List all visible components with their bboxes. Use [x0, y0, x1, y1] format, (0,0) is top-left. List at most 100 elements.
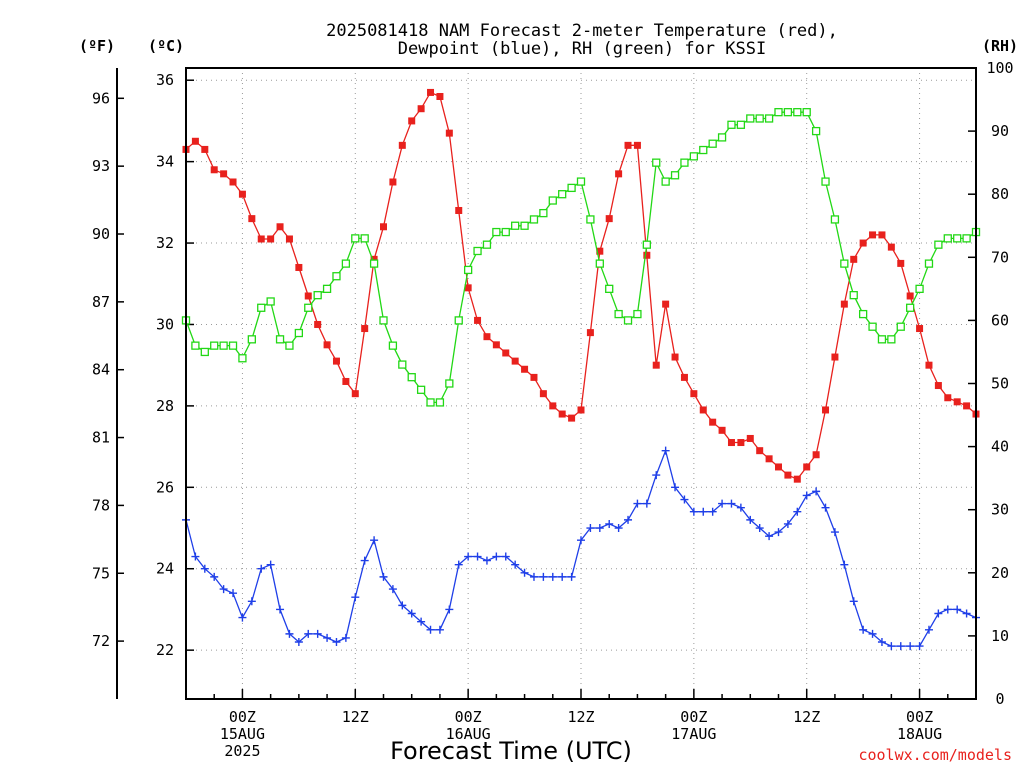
dewpoint-point [614, 524, 623, 533]
time-tick-label: 12Z [342, 708, 369, 726]
rh-point [746, 114, 755, 123]
dewpoint-point [652, 471, 661, 480]
dewpoint-point [370, 536, 379, 545]
x-axis-label: Forecast Time (UTC) [390, 737, 632, 765]
rh-point [586, 215, 595, 224]
fahrenheit-tick-label: 78 [92, 496, 110, 514]
dewpoint-point [896, 642, 905, 651]
rh-point [501, 227, 510, 237]
dewpoint-point [529, 572, 538, 581]
celsius-unit-label: (ºC) [148, 37, 184, 55]
rh-point [294, 328, 304, 338]
rh-point [369, 259, 379, 268]
dewpoint-point [332, 638, 341, 647]
rh-point [313, 291, 322, 300]
time-tick-label: 00Z [455, 708, 482, 726]
temperature-point [361, 325, 369, 333]
temperature-point [539, 390, 547, 398]
rh-tick-label: 20 [991, 564, 1009, 582]
dewpoint-point [906, 642, 915, 651]
time-tick-label: 00Z [906, 708, 933, 726]
dewpoint-point [379, 572, 388, 581]
dewpoint-point [567, 572, 576, 581]
rh-point [868, 322, 877, 331]
rh-tick-label: 90 [991, 122, 1009, 140]
rh-point [689, 152, 699, 161]
rh-point [388, 341, 398, 350]
temperature-point [709, 418, 717, 426]
rh-point [426, 398, 435, 407]
temperature-point [624, 141, 632, 149]
celsius-axis: 22 24 26 28 30 32 34 36 [156, 71, 194, 659]
temperature-point [812, 451, 820, 459]
temperature-point [436, 92, 444, 100]
temperature-point [756, 447, 764, 455]
temperature-point [859, 239, 867, 247]
temperature-point [878, 231, 886, 239]
temperature-point [492, 341, 500, 349]
temperature-point [323, 341, 331, 349]
rh-point [558, 190, 567, 199]
rh-point [708, 139, 717, 148]
dewpoint-point [473, 552, 482, 561]
temperature-point [822, 406, 830, 414]
chart-title-line-1: 2025081418 NAM Forecast 2-meter Temperat… [326, 21, 838, 41]
rh-tick-label: 70 [991, 248, 1009, 266]
temperature-point [483, 333, 491, 341]
dewpoint-point [943, 605, 952, 614]
dewpoint-point [765, 532, 774, 541]
rh-point [830, 215, 840, 224]
rh-point [341, 259, 351, 268]
rh-point [906, 303, 915, 312]
rh-point [699, 145, 708, 155]
rh-point [793, 108, 802, 117]
fahrenheit-tick-label: 87 [92, 293, 110, 311]
dewpoint-point [868, 629, 877, 638]
temperature-point [784, 471, 792, 479]
dewpoint-point [821, 503, 830, 512]
dewpoint-point [398, 601, 407, 610]
rh-point [567, 183, 576, 193]
temperature-point [511, 357, 519, 365]
rh-axis: 0 10 20 30 40 50 60 70 80 90 100 [968, 59, 1014, 708]
rh-point [774, 108, 783, 117]
rh-point [416, 385, 426, 394]
temperature-point [765, 455, 773, 463]
dewpoint-point [915, 642, 924, 651]
rh-point [539, 208, 548, 218]
rh-point [652, 158, 661, 167]
rh-point [520, 221, 529, 230]
rh-point [266, 297, 275, 306]
rh-point [285, 341, 294, 350]
fahrenheit-tick-label: 81 [92, 429, 110, 447]
dewpoint-point [351, 593, 360, 602]
rh-point [247, 335, 256, 344]
fahrenheit-tick-label: 72 [92, 632, 110, 650]
rh-point [548, 196, 557, 205]
dewpoint-point [877, 638, 886, 647]
rh-point [228, 341, 238, 350]
temperature-point [840, 300, 848, 308]
rh-point [764, 114, 774, 123]
temperature-point [229, 178, 237, 186]
rh-tick-label: 30 [991, 501, 1009, 519]
temperature-point [238, 190, 246, 198]
fahrenheit-unit-label: (ºF) [79, 37, 115, 55]
rh-point [595, 259, 604, 268]
temperature-point [389, 178, 397, 186]
dewpoint-point [718, 499, 727, 508]
rh-point [924, 259, 934, 268]
temperature-point [521, 365, 529, 373]
dewpoint-point [520, 568, 529, 577]
celsius-tick-label: 32 [156, 234, 174, 252]
temperature-point [220, 170, 228, 178]
rh-point [191, 341, 200, 350]
rh-point [811, 126, 821, 136]
dewpoint-point [229, 589, 238, 598]
rh-point [445, 379, 454, 388]
rh-point [877, 335, 887, 344]
dewpoint-point [680, 495, 689, 504]
temperature-point [934, 382, 942, 390]
dewpoint-point [783, 519, 792, 528]
